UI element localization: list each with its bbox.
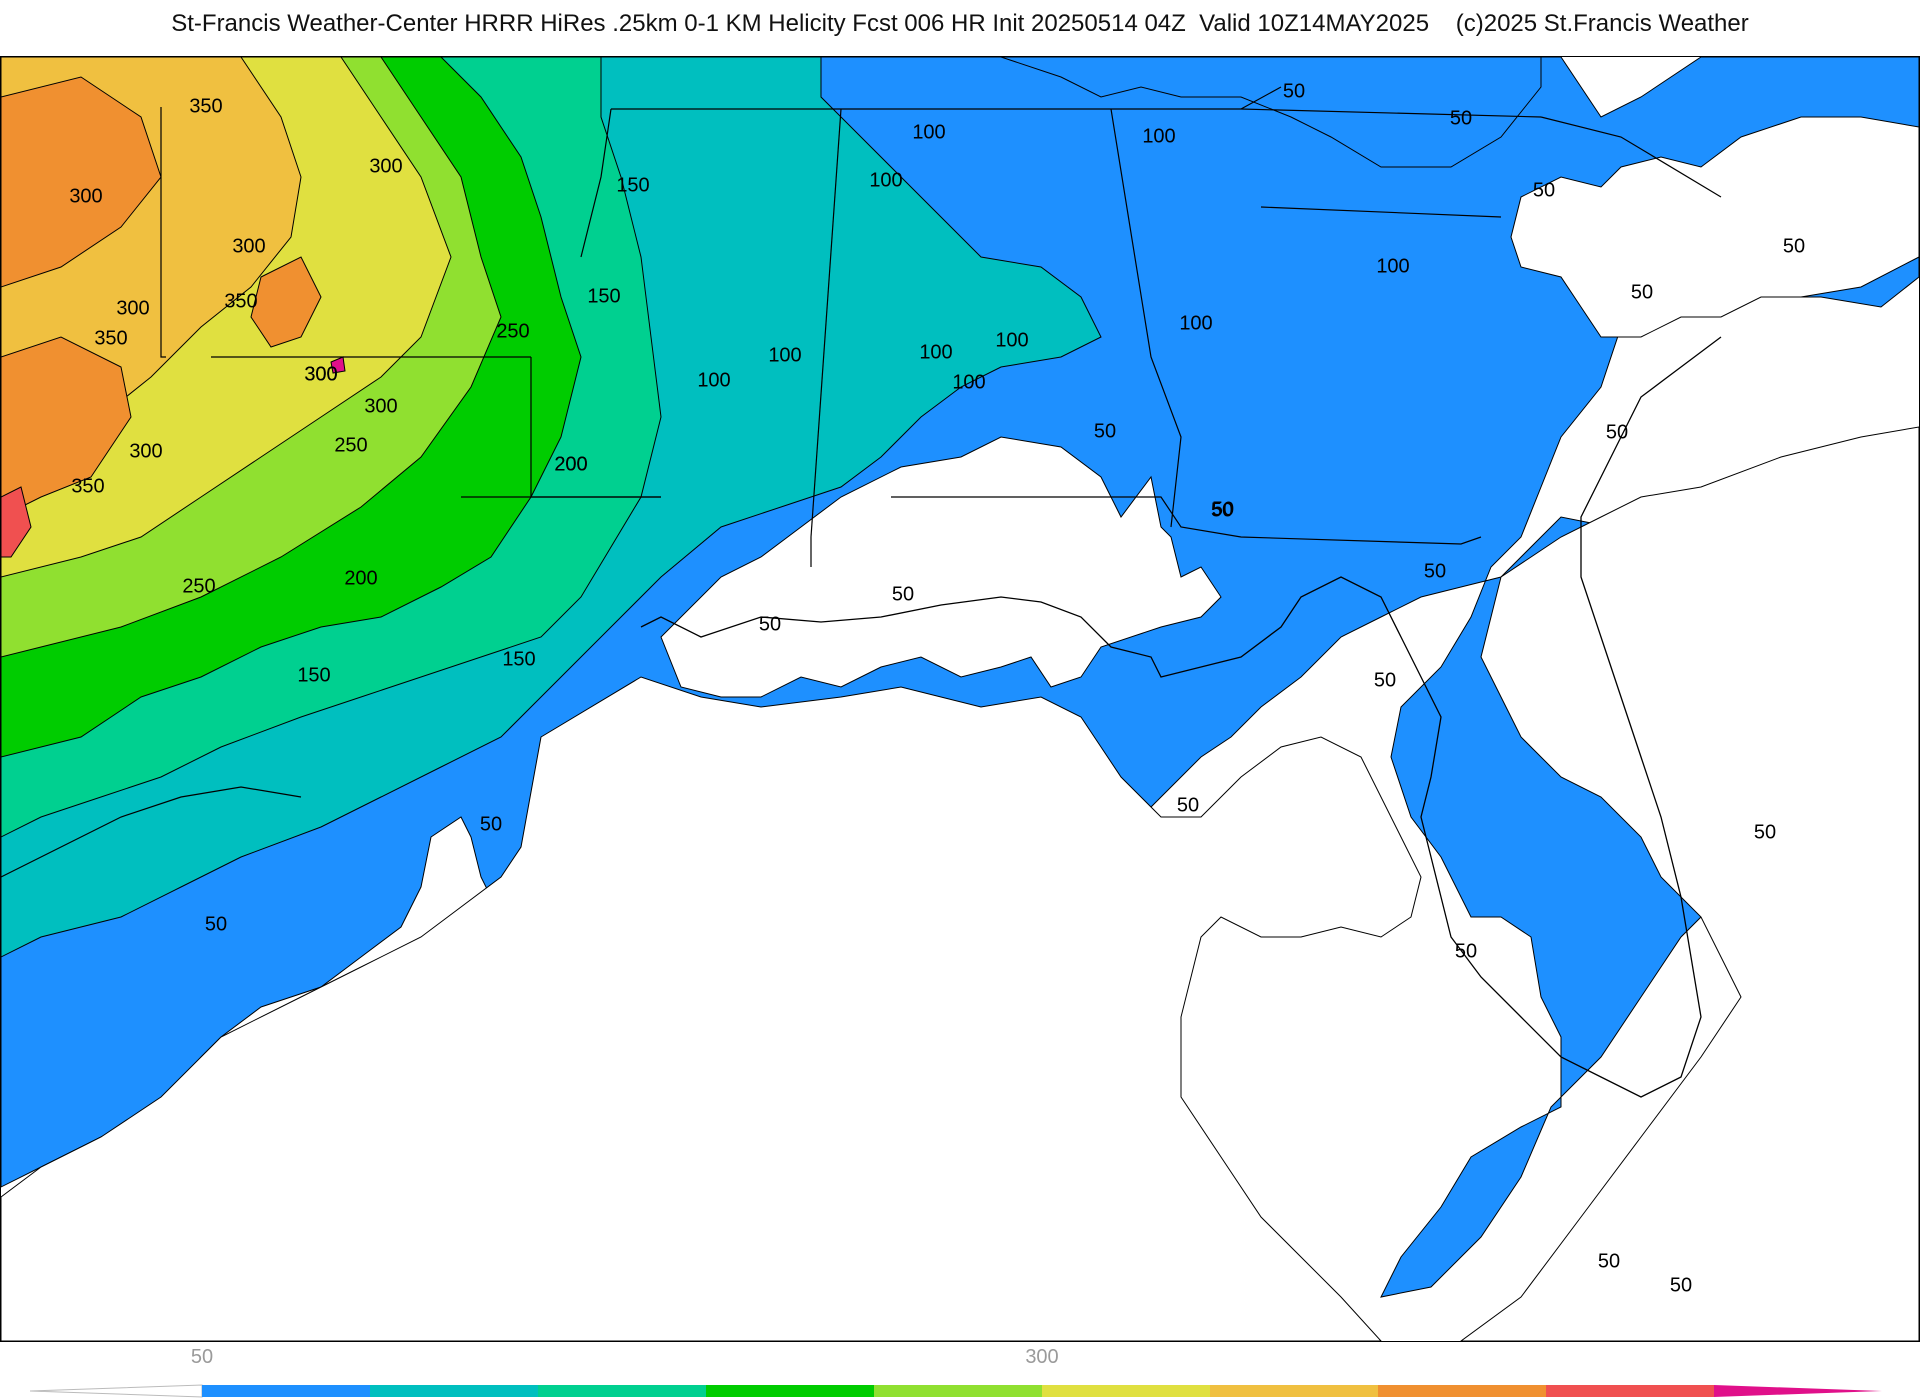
contour-label: 50	[1606, 421, 1628, 443]
colorbar-segment	[538, 1385, 706, 1397]
contour-label: 100	[919, 341, 952, 363]
colorbar-over-arrow	[1714, 1385, 1882, 1397]
contour-label: 50	[480, 813, 502, 835]
contour-label: 300	[369, 155, 402, 177]
colorbar-segment	[1546, 1385, 1714, 1397]
contour-label: 100	[1179, 312, 1212, 334]
map-title: St-Francis Weather-Center HRRR HiRes .25…	[171, 10, 1749, 37]
contour-label: 200	[554, 453, 587, 475]
contour-label: 50	[1670, 1274, 1692, 1296]
contour-label: 50	[1598, 1250, 1620, 1272]
contour-label: 50	[892, 583, 914, 605]
contour-label: 250	[496, 320, 529, 342]
contour-label: 50	[1177, 794, 1199, 816]
contour-label: 50	[1424, 560, 1446, 582]
colorbar: 50 300	[0, 1346, 1920, 1400]
contour-label: 50	[205, 913, 227, 935]
helicity-map: 350 300 300 300 300 350 350 300 300 300 250 300 350 2…	[0, 56, 1920, 1342]
colorbar-segment	[370, 1385, 538, 1397]
contour-label: 350	[71, 475, 104, 497]
contour-label: 100	[869, 169, 902, 191]
contour-label: 50	[1374, 669, 1396, 691]
helicity-below-50-northeast	[1510, 116, 1919, 338]
colorbar-under-arrow	[30, 1384, 203, 1398]
contour-label: 100	[952, 371, 985, 393]
contour-label: 100	[768, 344, 801, 366]
contour-label: 250	[182, 575, 215, 597]
contour-label: 300	[364, 395, 397, 417]
contour-label: 50	[1533, 179, 1555, 201]
contour-label: 200	[344, 567, 377, 589]
contour-label: 50	[1283, 80, 1305, 102]
colorbar-tick-label: 300	[1025, 1346, 1059, 1368]
coastline	[640, 336, 1722, 1098]
contour-label: 50	[1094, 420, 1116, 442]
contour-label: 100	[1142, 125, 1175, 147]
contour-label: 100	[697, 369, 730, 391]
helicity-band-500	[330, 356, 346, 374]
contour-label: 300	[69, 185, 102, 207]
helicity-below-50-gulf	[1, 676, 1422, 1341]
contour-label: 250	[334, 434, 367, 456]
colorbar-strip	[30, 1384, 1882, 1398]
contour-label: 300	[116, 297, 149, 319]
helicity-below-50-gulf-coast	[660, 436, 1222, 698]
colorbar-segment	[874, 1385, 1042, 1397]
contour-label: 150	[502, 648, 535, 670]
contour-label: 350	[224, 290, 257, 312]
contour-label: 100	[912, 121, 945, 143]
contour-label: 350	[94, 327, 127, 349]
contour-label: 300	[232, 235, 265, 257]
colorbar-tick-label: 50	[190, 1346, 214, 1368]
contour-label: 100	[1376, 255, 1409, 277]
contour-label: 150	[297, 664, 330, 686]
contour-label: 50	[1212, 498, 1234, 520]
contour-label: 50	[1455, 940, 1477, 962]
contour-label: 50	[1631, 281, 1653, 303]
colorbar-segment	[1210, 1385, 1378, 1397]
colorbar-segment	[1042, 1385, 1210, 1397]
colorbar-segment	[706, 1385, 874, 1397]
contour-label: 300	[129, 440, 162, 462]
contour-label: 150	[587, 285, 620, 307]
contour-label: 350	[189, 95, 222, 117]
contour-label: 100	[995, 329, 1028, 351]
helicity-band-400	[1, 76, 162, 288]
helicity-band-400	[250, 256, 322, 348]
colorbar-segment	[202, 1385, 370, 1397]
contour-label: 300	[304, 363, 337, 385]
state-boundaries	[160, 86, 1722, 567]
coastline-texas	[1, 786, 302, 878]
contour-label: 50	[1450, 107, 1472, 129]
contour-label: 50	[1211, 499, 1233, 521]
colorbar-segment	[1378, 1385, 1546, 1397]
contour-label: 200	[554, 453, 587, 475]
helicity-below-50-atlantic	[1460, 426, 1919, 1341]
contour-label: 50	[1783, 235, 1805, 257]
contour-label: 150	[616, 174, 649, 196]
contour-label: 300	[304, 363, 337, 385]
contour-label: 50	[759, 613, 781, 635]
contour-label: 50	[1754, 821, 1776, 843]
helicity-band-450	[1, 486, 32, 558]
